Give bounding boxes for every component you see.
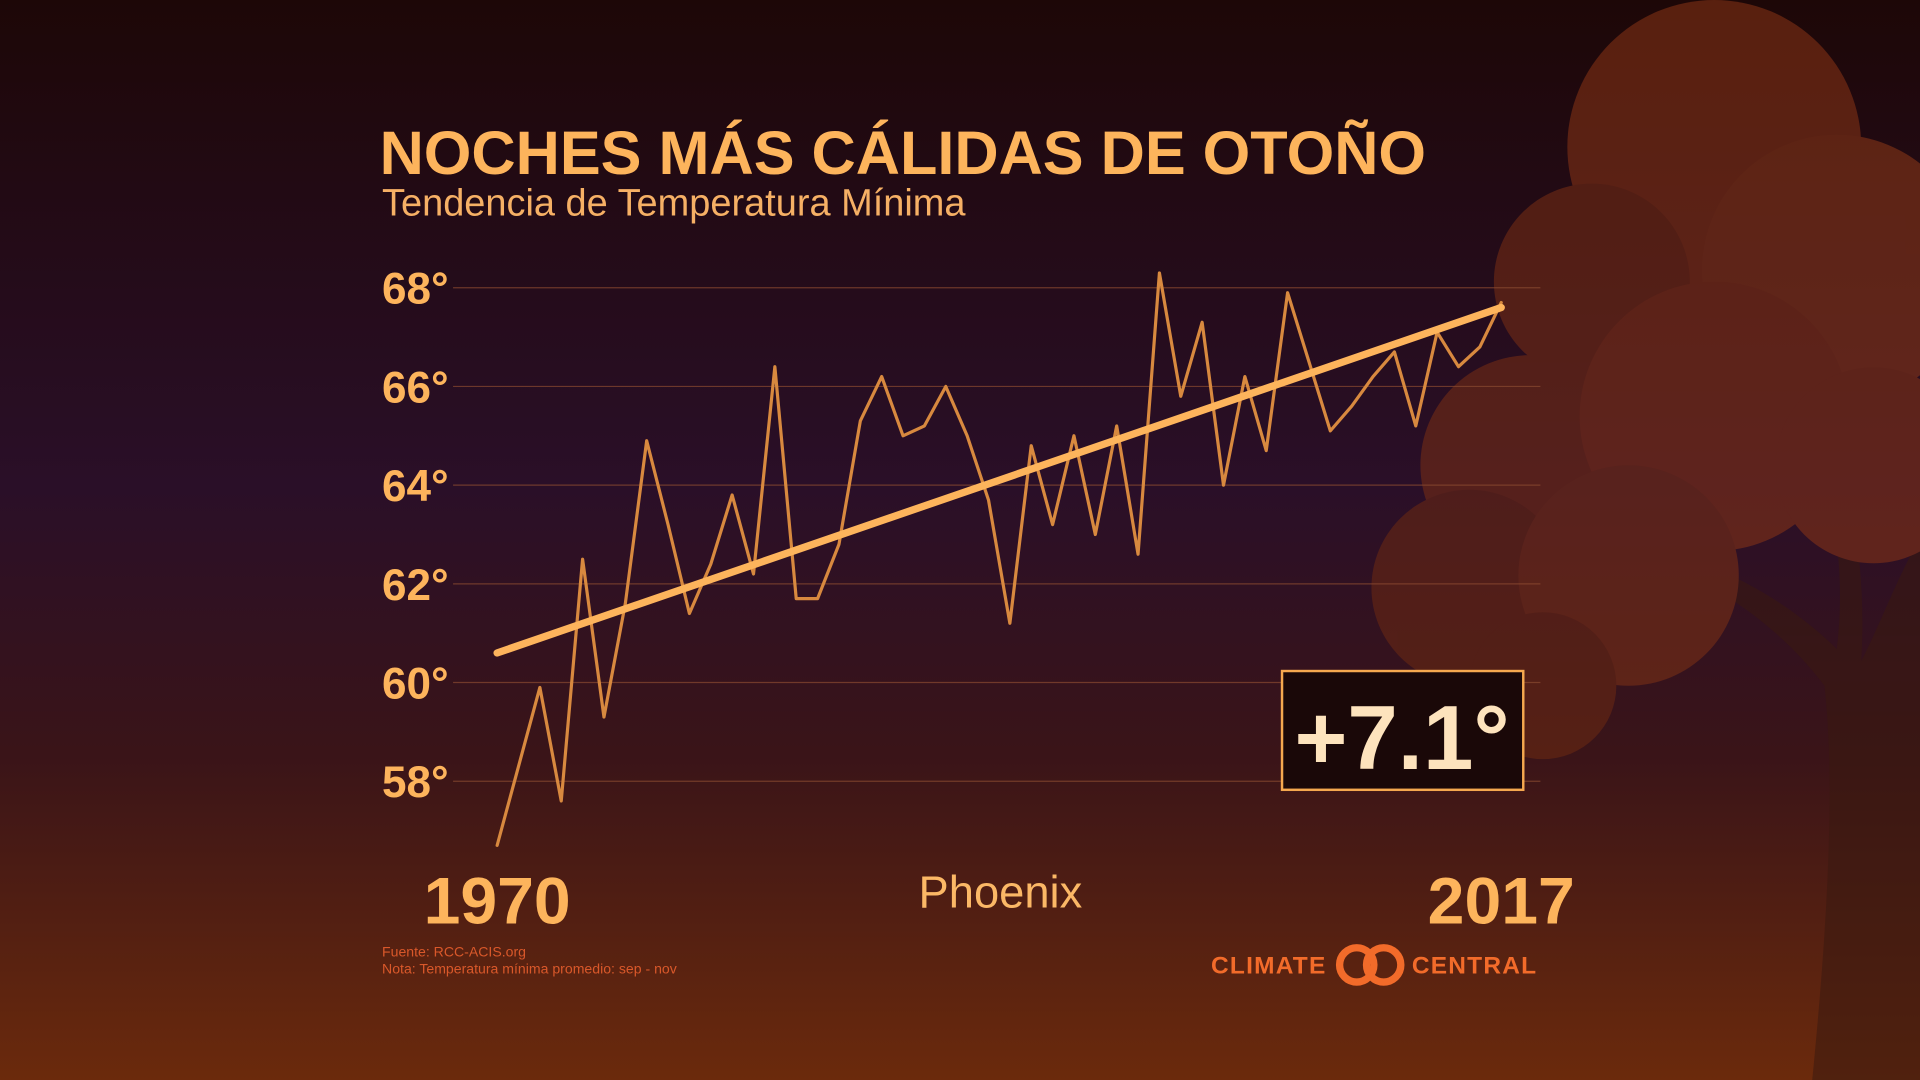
data-line (495, 271, 1503, 847)
logo-ring (1362, 944, 1405, 986)
y-tick-label: 66° (382, 363, 449, 412)
y-tick-label: 58° (382, 758, 449, 807)
logo-text: CENTRAL (1412, 952, 1537, 979)
location-label: Phoenix (919, 866, 1083, 917)
x-tick-label: 1970 (424, 864, 571, 938)
footnote: Nota: Temperatura mínima promedio: sep -… (382, 960, 677, 976)
chart-title: NOCHES MÁS CÁLIDAS DE OTOÑO (380, 119, 1426, 187)
source-note: Fuente: RCC-ACIS.org (382, 943, 526, 959)
logo-text: CLIMATE (1211, 952, 1327, 979)
annotation: +7.1° (1294, 688, 1509, 789)
y-tick-label: 64° (382, 462, 449, 511)
chart-subtitle: Tendencia de Temperatura Mínima (382, 183, 966, 225)
logo-ring (1335, 944, 1378, 986)
trend-line (493, 303, 1505, 657)
y-tick-label: 60° (382, 659, 449, 708)
y-tick-label: 68° (382, 265, 449, 314)
annotation-box (1280, 669, 1525, 792)
y-tick-label: 62° (382, 561, 449, 610)
logo: CLIMATE CENTRAL (1211, 944, 1537, 986)
tree (1371, 0, 1920, 1080)
x-tick-label: 2017 (1428, 864, 1575, 938)
